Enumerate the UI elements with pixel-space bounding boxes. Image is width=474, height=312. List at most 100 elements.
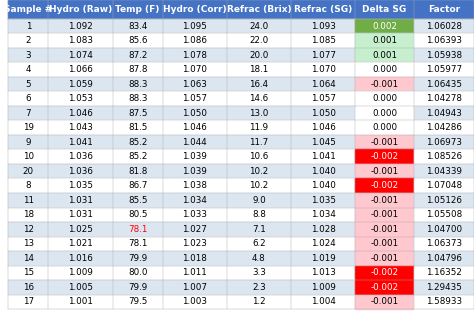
Bar [113,164,163,178]
Text: 16: 16 [23,283,34,292]
Text: 1.064: 1.064 [311,80,336,89]
Text: 85.2: 85.2 [128,152,147,161]
Bar [414,106,474,120]
Text: 1.009: 1.009 [310,283,336,292]
Text: 1.046: 1.046 [311,123,336,132]
Text: 1.08526: 1.08526 [426,152,462,161]
Text: -0.001: -0.001 [370,80,399,89]
Bar [227,251,291,266]
Text: Hydro (Corr): Hydro (Corr) [163,5,227,14]
Bar [113,251,163,266]
Bar [414,178,474,193]
Bar [163,77,227,91]
Text: 1.043: 1.043 [68,123,93,132]
Text: 1.053: 1.053 [68,94,93,103]
Text: 83.4: 83.4 [128,22,147,31]
Text: 7.1: 7.1 [252,225,266,234]
Bar [48,135,113,149]
Bar [227,106,291,120]
Text: 19: 19 [23,123,34,132]
Bar [8,266,48,280]
Text: 1.035: 1.035 [310,196,336,205]
Text: 0.000: 0.000 [372,94,397,103]
Bar [48,120,113,135]
Bar [8,222,48,236]
Bar [355,178,414,193]
Text: 1.013: 1.013 [310,268,336,277]
Text: 0.001: 0.001 [372,36,397,45]
Text: 11: 11 [23,196,34,205]
Text: Temp (F): Temp (F) [116,5,160,14]
Bar [227,193,291,207]
Bar [48,91,113,106]
Bar [227,207,291,222]
Bar [414,193,474,207]
Text: 13.0: 13.0 [249,109,269,118]
Text: 5: 5 [26,80,31,89]
Bar [163,236,227,251]
Text: 9.0: 9.0 [252,196,266,205]
Bar [113,236,163,251]
Text: 13: 13 [23,239,34,248]
Text: 10.2: 10.2 [249,167,269,176]
Text: 1.06028: 1.06028 [426,22,462,31]
Bar [48,0,113,19]
Text: 87.5: 87.5 [128,109,147,118]
Bar [355,91,414,106]
Bar [355,149,414,164]
Bar [163,193,227,207]
Text: 85.5: 85.5 [128,196,147,205]
Text: 1.023: 1.023 [182,239,207,248]
Text: 1.095: 1.095 [182,22,207,31]
Text: 1.041: 1.041 [311,152,336,161]
Bar [163,280,227,295]
Text: 14: 14 [23,254,34,263]
Bar [48,207,113,222]
Text: 8: 8 [26,181,31,190]
Text: 1.005: 1.005 [68,283,93,292]
Text: 1: 1 [26,22,31,31]
Text: 1.06373: 1.06373 [426,239,462,248]
Bar [163,251,227,266]
Bar [48,178,113,193]
Text: 10: 10 [23,152,34,161]
Bar [48,19,113,33]
Bar [227,62,291,77]
Text: 81.5: 81.5 [128,123,147,132]
Text: 80.0: 80.0 [128,268,147,277]
Text: 1.074: 1.074 [68,51,93,60]
Bar [355,33,414,48]
Text: 1.2: 1.2 [252,297,266,306]
Text: 1.06393: 1.06393 [426,36,462,45]
Bar [227,236,291,251]
Text: 1.07048: 1.07048 [426,181,462,190]
Text: 87.8: 87.8 [128,65,147,74]
Text: -0.001: -0.001 [370,138,399,147]
Text: 1.057: 1.057 [310,94,336,103]
Bar [227,222,291,236]
Bar [113,77,163,91]
Bar [291,236,355,251]
Text: 7: 7 [26,109,31,118]
Bar [227,48,291,62]
Bar [355,193,414,207]
Bar [113,135,163,149]
Text: 1.034: 1.034 [182,196,207,205]
Bar [113,149,163,164]
Bar [113,280,163,295]
Bar [113,33,163,48]
Text: 1.031: 1.031 [68,210,93,219]
Bar [227,0,291,19]
Bar [414,236,474,251]
Bar [355,77,414,91]
Bar [414,164,474,178]
Text: 1.04700: 1.04700 [426,225,462,234]
Bar [227,33,291,48]
Text: 1.050: 1.050 [310,109,336,118]
Text: 1.085: 1.085 [310,36,336,45]
Text: 1.003: 1.003 [182,297,207,306]
Bar [291,91,355,106]
Text: 1.039: 1.039 [182,167,207,176]
Text: 1.035: 1.035 [68,181,93,190]
Text: Refrac (SG): Refrac (SG) [294,5,352,14]
